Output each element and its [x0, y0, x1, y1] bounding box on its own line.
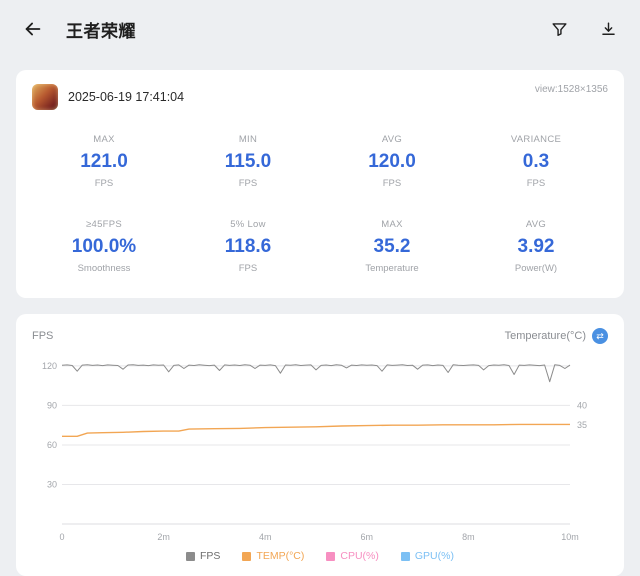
stat-label: AVG — [525, 219, 547, 230]
stat-value: 118.6 — [224, 236, 272, 257]
svg-text:2m: 2m — [157, 532, 170, 542]
stat-cell: 5% Low 118.6 FPS — [176, 219, 320, 274]
legend-swatch — [242, 551, 252, 561]
svg-text:120: 120 — [42, 361, 57, 371]
legend-item[interactable]: TEMP(°C) — [242, 550, 304, 562]
stat-cell: MAX 35.2 Temperature — [320, 219, 464, 274]
chart-card: FPS Temperature(°C) ⇄ 30 60 90 120 35 40 0 2m 4m… — [16, 314, 624, 576]
legend-label: TEMP(°C) — [256, 550, 305, 562]
stat-label: VARIANCE — [510, 134, 562, 145]
stat-unit: FPS — [382, 178, 402, 189]
stat-unit: FPS — [238, 263, 258, 274]
legend-label: FPS — [200, 550, 221, 562]
stat-cell: AVG 3.92 Power(W) — [464, 219, 608, 274]
stat-cell: ≥45FPS 100.0% Smoothness — [32, 219, 176, 274]
stat-value: 35.2 — [373, 236, 411, 257]
svg-text:30: 30 — [47, 479, 57, 489]
legend-item[interactable]: FPS — [186, 550, 220, 562]
chart-legend: FPS TEMP(°C) CPU(%) GPU(%) — [32, 550, 608, 562]
stat-value: 3.92 — [517, 236, 555, 257]
svg-text:8m: 8m — [462, 532, 475, 542]
game-app-icon — [32, 84, 58, 110]
view-resolution: view:1528×1356 — [534, 84, 608, 95]
stat-unit: Smoothness — [77, 263, 131, 274]
stat-label: MAX — [381, 219, 403, 230]
svg-text:90: 90 — [47, 400, 57, 410]
stat-value: 100.0% — [71, 236, 137, 257]
download-button[interactable] — [597, 18, 620, 41]
stat-cell: MIN 115.0 FPS — [176, 134, 320, 189]
svg-text:6m: 6m — [361, 532, 374, 542]
stat-unit: Temperature — [365, 263, 419, 274]
stat-label: 5% Low — [230, 219, 266, 230]
fps-temperature-chart: 30 60 90 120 35 40 0 2m 4m 6m 8m 10m — [42, 361, 587, 542]
stats-grid: MAX 121.0 FPS MIN 115.0 FPS AVG 120.0 FPS VARIANC… — [32, 134, 608, 284]
summary-card: 2025-06-19 17:41:04 view:1528×1356 MAX 12… — [16, 70, 624, 298]
back-button[interactable] — [20, 16, 46, 42]
chart-right-axis-title: Temperature(°C) — [504, 330, 586, 342]
legend-label: GPU(%) — [414, 550, 454, 562]
legend-item[interactable]: GPU(%) — [400, 550, 454, 562]
stat-unit: FPS — [238, 178, 258, 189]
stat-cell: AVG 120.0 FPS — [320, 134, 464, 189]
legend-swatch — [326, 551, 336, 561]
svg-text:35: 35 — [577, 420, 587, 430]
legend-swatch — [400, 551, 410, 561]
stat-label: MAX — [93, 134, 115, 145]
filter-button[interactable] — [548, 18, 571, 41]
header: 王者荣耀 — [0, 0, 640, 58]
download-icon — [602, 21, 615, 35]
stat-unit: FPS — [526, 178, 546, 189]
stat-value: 115.0 — [224, 151, 272, 172]
legend-swatch — [186, 551, 196, 561]
stat-label: MIN — [238, 134, 258, 145]
svg-text:0: 0 — [59, 532, 64, 542]
chart-left-axis-title: FPS — [32, 330, 54, 342]
stat-unit: Power(W) — [514, 263, 558, 274]
stat-value: 0.3 — [522, 151, 550, 172]
session-timestamp: 2025-06-19 17:41:04 — [68, 90, 185, 104]
filter-icon — [552, 22, 567, 36]
back-icon — [25, 22, 41, 36]
stat-value: 120.0 — [368, 151, 416, 172]
svg-text:10m: 10m — [561, 532, 579, 542]
stat-label: ≥45FPS — [85, 219, 123, 230]
stat-value: 121.0 — [80, 151, 128, 172]
stat-unit: FPS — [94, 178, 114, 189]
stat-cell: VARIANCE 0.3 FPS — [464, 134, 608, 189]
svg-text:40: 40 — [577, 400, 587, 410]
stat-label: AVG — [381, 134, 403, 145]
legend-item[interactable]: CPU(%) — [326, 550, 379, 562]
legend-label: CPU(%) — [340, 550, 379, 562]
stat-cell: MAX 121.0 FPS — [32, 134, 176, 189]
svg-text:60: 60 — [47, 440, 57, 450]
svg-text:4m: 4m — [259, 532, 272, 542]
axis-swap-icon[interactable]: ⇄ — [592, 328, 608, 344]
page-title: 王者荣耀 — [66, 21, 136, 41]
